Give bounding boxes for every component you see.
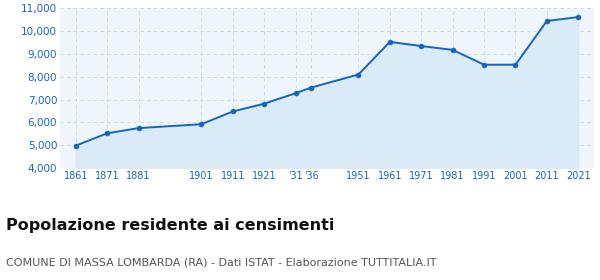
Text: Popolazione residente ai censimenti: Popolazione residente ai censimenti xyxy=(6,218,334,234)
Text: COMUNE DI MASSA LOMBARDA (RA) - Dati ISTAT - Elaborazione TUTTITALIA.IT: COMUNE DI MASSA LOMBARDA (RA) - Dati IST… xyxy=(6,258,437,268)
